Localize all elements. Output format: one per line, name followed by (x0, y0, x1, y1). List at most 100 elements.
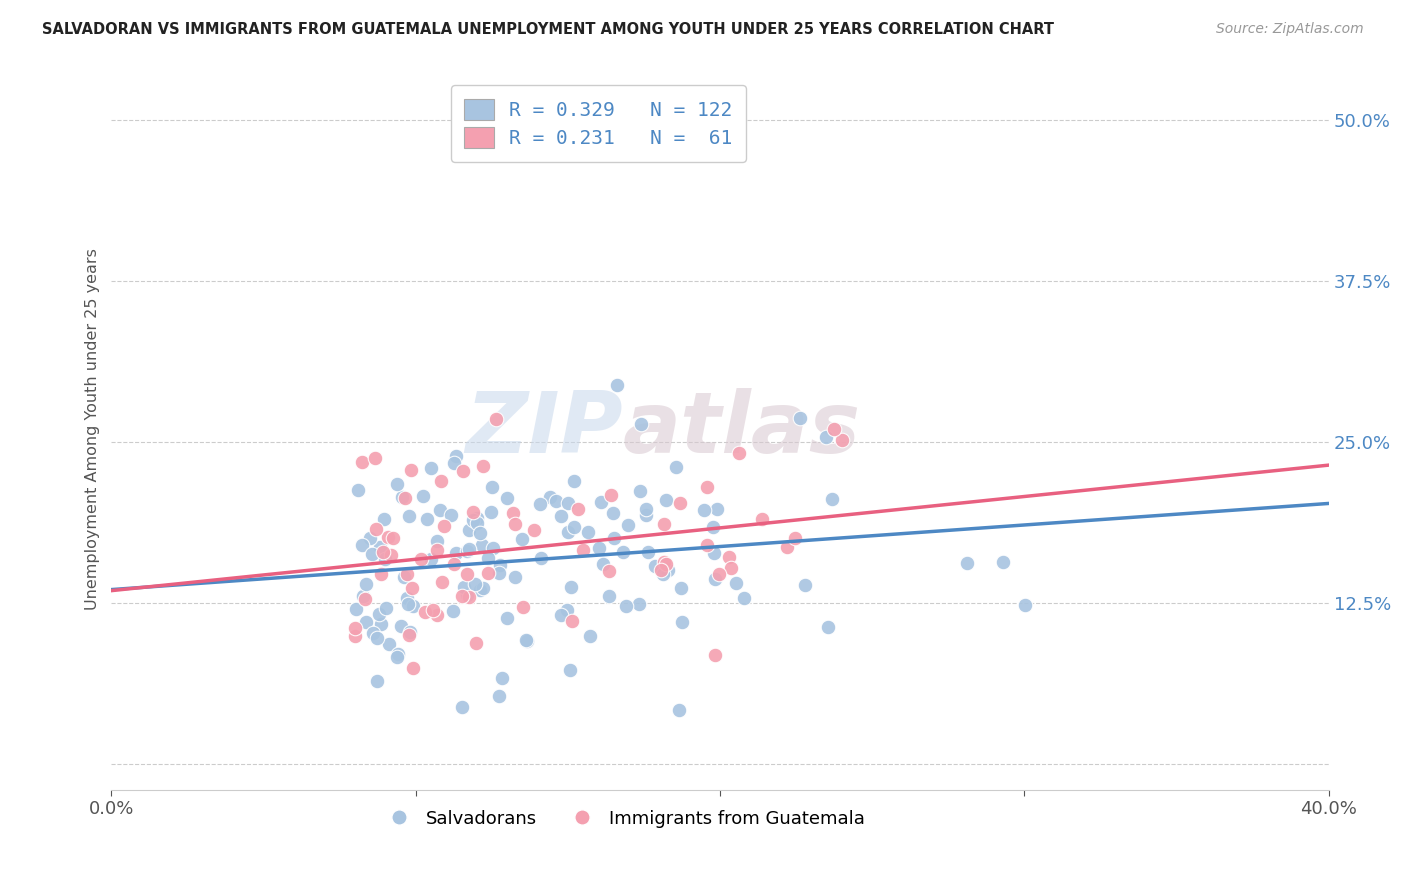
Point (361, 547, 384, 561)
Point (617, 518, 640, 533)
Point (598, 564, 620, 578)
Point (465, 511, 488, 525)
Point (370, 617, 392, 632)
Point (560, 580, 582, 594)
Point (472, 582, 495, 596)
Point (654, 516, 676, 531)
Point (451, 464, 474, 478)
Point (370, 541, 392, 555)
Point (360, 531, 382, 545)
Point (489, 558, 512, 572)
Point (352, 538, 374, 552)
Point (399, 463, 422, 477)
Point (657, 563, 679, 577)
Point (380, 549, 402, 563)
Point (606, 378, 628, 392)
Point (600, 488, 623, 502)
Point (734, 591, 756, 605)
Point (344, 629, 367, 643)
Point (628, 597, 651, 611)
Point (366, 631, 388, 645)
Point (728, 446, 751, 460)
Point (413, 605, 436, 619)
Point (416, 512, 439, 526)
Point (366, 674, 388, 689)
Point (588, 541, 610, 556)
Point (510, 532, 533, 546)
Point (523, 523, 546, 537)
Point (530, 551, 553, 566)
Point (650, 563, 672, 577)
Point (419, 461, 441, 475)
Point (387, 477, 409, 491)
Point (477, 566, 499, 580)
Point (361, 626, 384, 640)
Point (463, 513, 485, 527)
Point (456, 544, 478, 558)
Point (602, 506, 624, 520)
Point (706, 502, 728, 516)
Point (347, 483, 370, 497)
Point (398, 624, 420, 639)
Point (477, 551, 499, 566)
Point (668, 703, 690, 717)
Point (562, 520, 585, 534)
Point (634, 508, 657, 522)
Point (387, 647, 409, 661)
Point (578, 629, 600, 643)
Point (655, 557, 678, 571)
Point (669, 582, 692, 596)
Point (488, 566, 510, 580)
Point (789, 411, 811, 425)
Point (354, 577, 377, 591)
Point (485, 412, 508, 426)
Point (692, 502, 714, 516)
Text: SALVADORAN VS IMMIGRANTS FROM GUATEMALA UNEMPLOYMENT AMONG YOUTH UNDER 25 YEARS : SALVADORAN VS IMMIGRANTS FROM GUATEMALA … (42, 22, 1054, 37)
Point (505, 570, 527, 584)
Point (724, 575, 747, 590)
Point (491, 671, 513, 685)
Point (652, 566, 675, 581)
Point (443, 456, 465, 470)
Point (471, 458, 494, 473)
Point (702, 520, 724, 534)
Point (516, 633, 538, 648)
Point (783, 532, 806, 546)
Point (557, 525, 579, 540)
Point (450, 700, 472, 714)
Point (426, 607, 449, 622)
Point (823, 422, 845, 436)
Point (373, 511, 395, 525)
Point (420, 552, 443, 566)
Point (382, 532, 405, 546)
Point (457, 523, 479, 537)
Point (468, 525, 491, 540)
Point (398, 628, 420, 642)
Point (450, 590, 472, 604)
Point (496, 611, 519, 625)
Point (538, 490, 561, 504)
Point (481, 479, 503, 493)
Point (671, 615, 693, 629)
Point (440, 508, 463, 522)
Point (377, 530, 399, 544)
Point (344, 602, 367, 616)
Point (612, 544, 634, 558)
Point (703, 572, 725, 586)
Point (433, 518, 456, 533)
Point (456, 589, 478, 603)
Point (385, 650, 408, 665)
Point (589, 495, 612, 509)
Point (696, 538, 718, 552)
Point (567, 502, 589, 516)
Point (458, 591, 481, 605)
Point (502, 506, 524, 520)
Point (443, 557, 465, 571)
Point (461, 505, 484, 519)
Point (456, 567, 478, 582)
Text: ZIP: ZIP (465, 388, 623, 471)
Point (429, 503, 451, 517)
Point (512, 599, 534, 614)
Point (557, 496, 579, 510)
Point (395, 591, 418, 606)
